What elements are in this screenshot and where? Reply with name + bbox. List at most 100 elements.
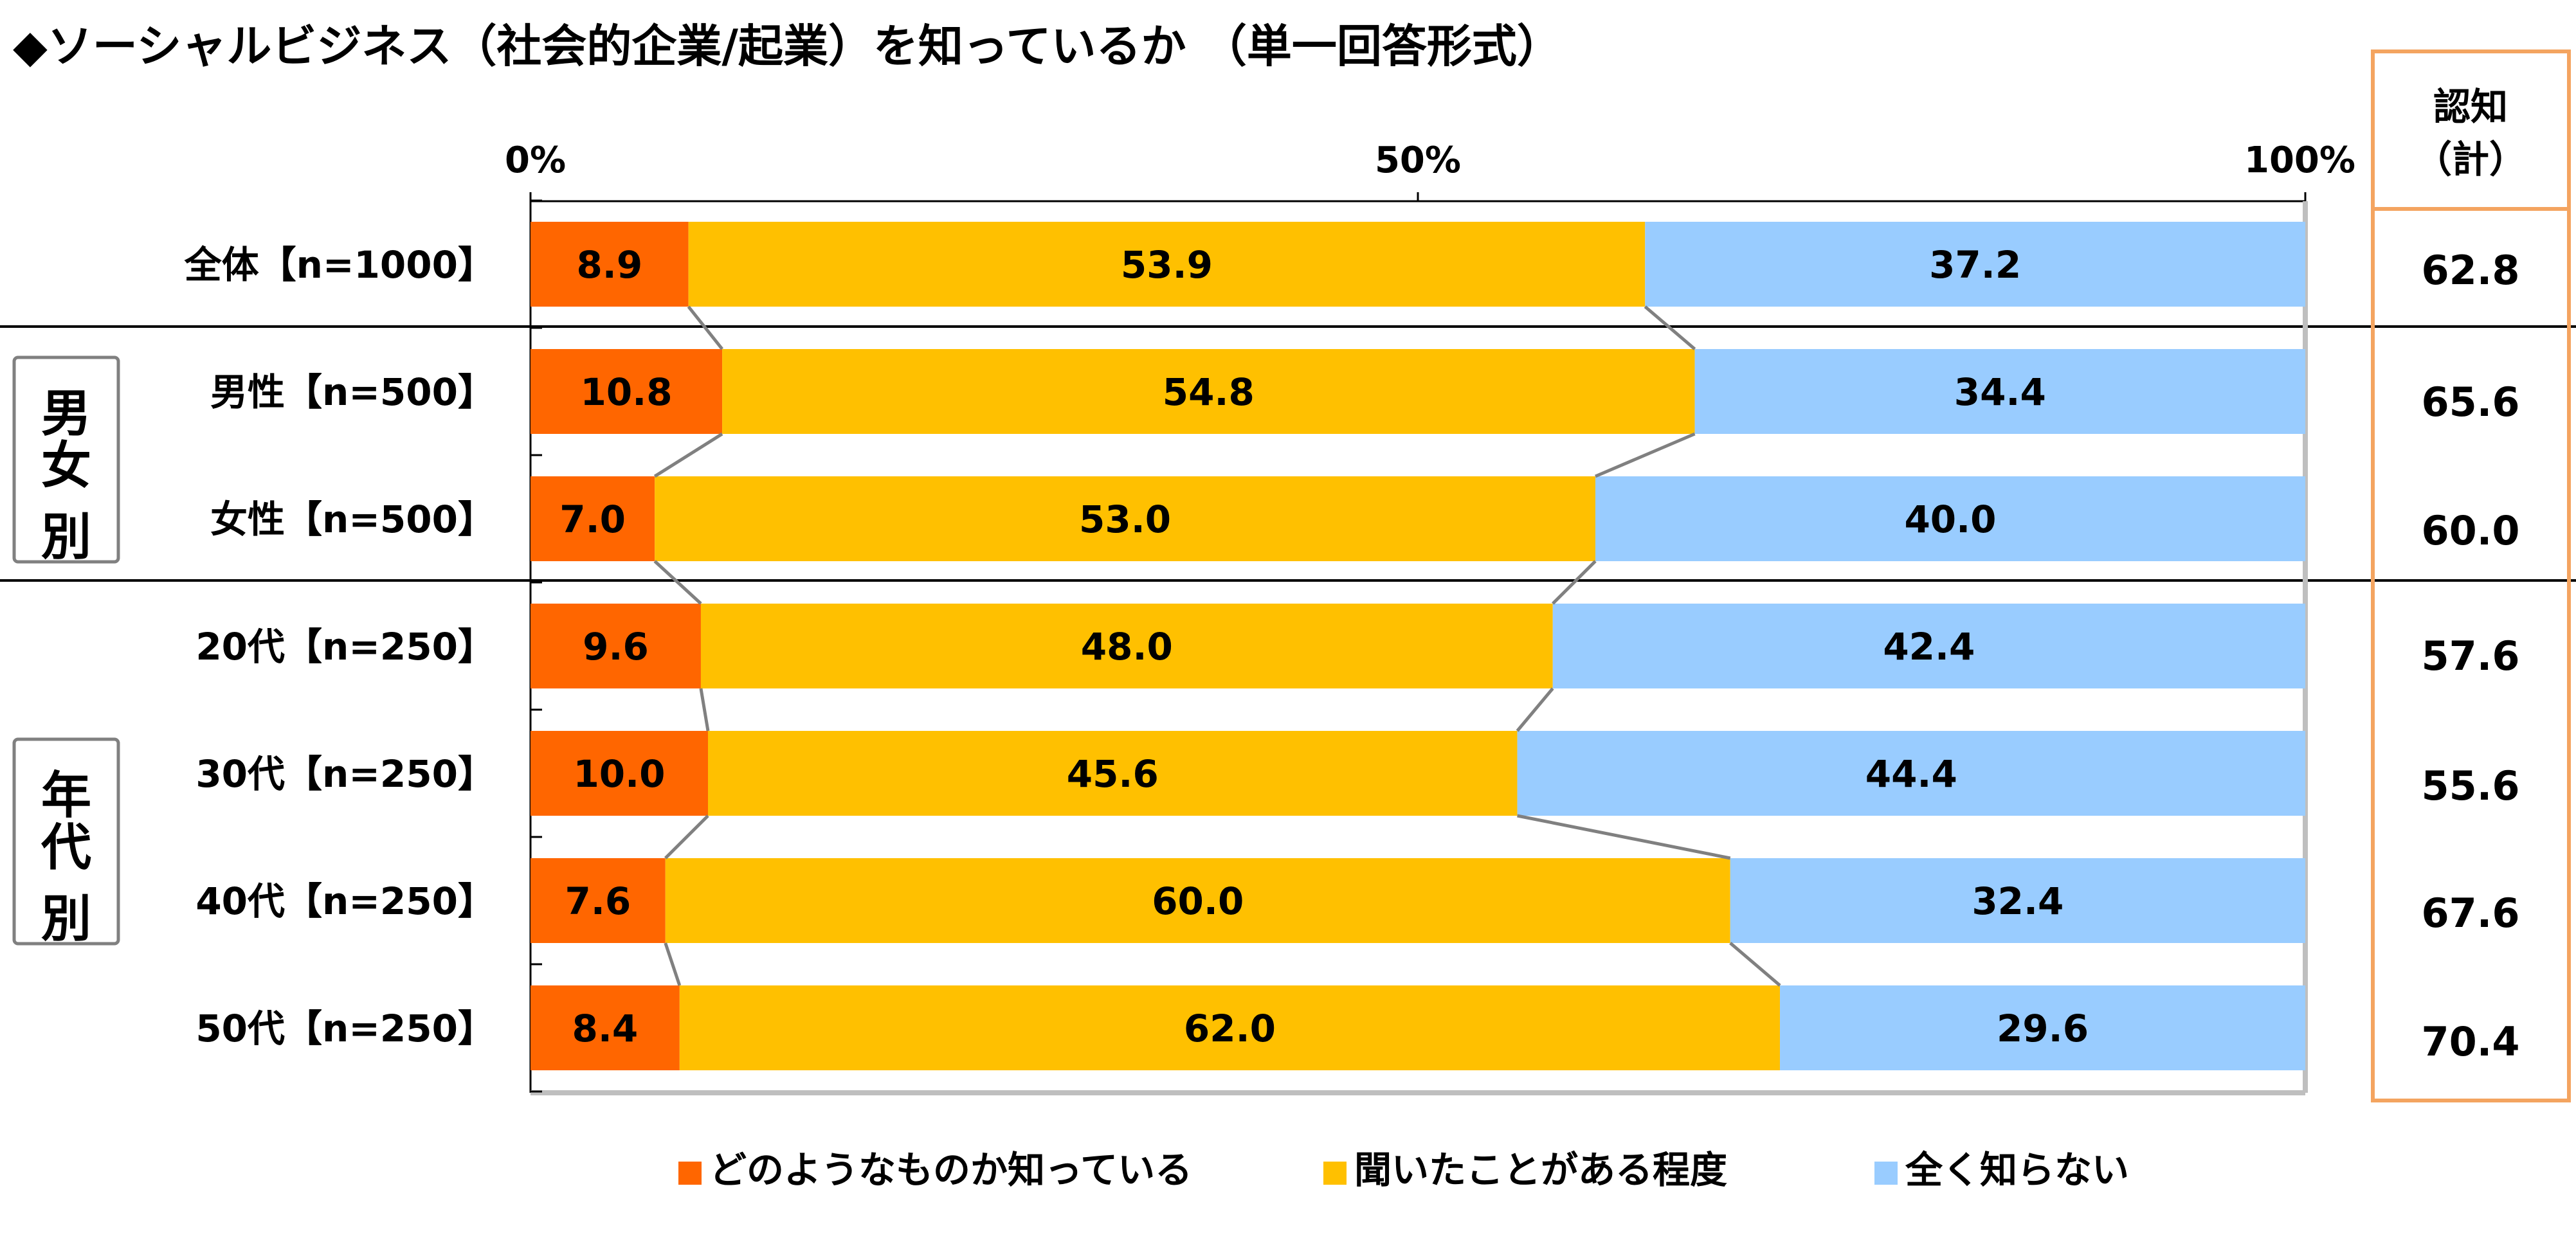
series-connector-line [664, 942, 682, 986]
total-column: 認知 （計） 62.8 65.6 60.0 57.6 55.6 67.6 70.4 [2371, 49, 2571, 1102]
category-label: 50代【n=250】 [195, 1007, 495, 1050]
legend-item-not-know: 全く知らない [1874, 1144, 2129, 1196]
bar-know-well [531, 604, 701, 688]
series-connector-line [1516, 687, 1554, 732]
data-label-not-know: 34.4 [1954, 370, 2046, 414]
category-label: 40代【n=250】 [195, 879, 495, 923]
series-connector-line [699, 688, 710, 732]
category-label: 30代【n=250】 [195, 752, 495, 796]
bar-not-know [1780, 985, 2305, 1070]
series-connector-line [1517, 814, 1731, 860]
x-tick-labels: 0% 50% 100% [505, 139, 2355, 181]
bar-segments [531, 222, 2305, 1070]
x-tick-label: 50% [1375, 139, 1461, 181]
bar-know-well [531, 349, 723, 434]
legend-item-heard: 聞いたことがある程度 [1323, 1144, 1727, 1196]
total-value: 57.6 [2422, 633, 2520, 679]
data-label-not-know: 42.4 [1883, 625, 1975, 669]
data-labels: 8.9 53.9 37.2 10.8 54.8 34.4 7.0 53.0 40.0 9.6 48.… [559, 243, 2089, 1050]
total-value: 60.0 [2422, 507, 2520, 554]
data-label-know-well: 9.6 [583, 625, 649, 669]
legend-swatch-heard [1323, 1162, 1347, 1185]
data-label-know-well: 10.0 [573, 752, 665, 796]
bar-heard [722, 349, 1695, 434]
bar-not-know [1694, 349, 2305, 434]
chart-title: ◆ソーシャルビジネス（社会的企業/起業）を知っているか （単一回答形式） [13, 20, 1562, 73]
bar-heard [700, 604, 1553, 688]
category-label: 20代【n=250】 [195, 625, 495, 669]
legend-swatch-know-well [678, 1162, 702, 1185]
group-label-char: 男 [41, 385, 91, 443]
group-label-char: 年 [41, 767, 91, 825]
data-label-not-know: 32.4 [1972, 879, 2064, 923]
group-label-char: 女 [41, 437, 91, 495]
data-label-not-know: 44.4 [1865, 752, 1957, 796]
legend-label-heard: 聞いたことがある程度 [1354, 1148, 1728, 1192]
series-connector-line [653, 560, 702, 605]
series-connector-line [1644, 305, 1696, 350]
group-label-char: 別 [41, 890, 91, 948]
legend-label-not-know: 全く知らない [1905, 1148, 2130, 1192]
bar-know-well [531, 476, 655, 561]
category-label: 女性【n=500】 [210, 498, 495, 541]
series-connectors [653, 305, 1781, 987]
data-label-not-know: 37.2 [1929, 243, 2021, 287]
bar-not-know [1645, 222, 2305, 307]
bar-heard [688, 222, 1646, 307]
bar-heard [708, 731, 1518, 816]
bar-not-know [1517, 731, 2305, 816]
bar-know-well [531, 222, 689, 307]
x-tick-label: 0% [505, 139, 566, 181]
category-label: 全体【n=1000】 [184, 243, 495, 287]
series-connector-line [1595, 432, 1696, 478]
data-label-know-well: 8.4 [572, 1007, 639, 1050]
data-label-know-well: 8.9 [576, 243, 642, 287]
data-label-heard: 53.9 [1121, 243, 1213, 287]
group-dividers [0, 325, 2576, 582]
total-header-line1: 認知 [2433, 85, 2508, 129]
total-value: 67.6 [2422, 890, 2520, 937]
category-label: 男性【n=500】 [210, 370, 495, 414]
total-column-box [2371, 49, 2571, 1102]
category-labels: 全体【n=1000】男性【n=500】女性【n=500】 20代【n=250】 30… [184, 243, 495, 1050]
series-connector-line [1729, 942, 1781, 987]
data-label-not-know: 29.6 [1997, 1007, 2089, 1050]
data-label-heard: 54.8 [1163, 370, 1255, 414]
legend-item-know-well: どのようなものか知っている [678, 1144, 1192, 1196]
bar-heard [665, 858, 1730, 943]
bar-not-know [1595, 476, 2305, 561]
group-label-char: 代 [41, 819, 91, 877]
series-connector-line [664, 814, 709, 859]
data-label-heard: 45.6 [1067, 752, 1159, 796]
data-label-know-well: 7.6 [565, 879, 631, 923]
bar-not-know [1730, 858, 2305, 943]
data-label-not-know: 40.0 [1904, 498, 1996, 541]
bar-heard [655, 476, 1596, 561]
series-connector-line [687, 305, 724, 350]
group-label-char: 別 [41, 508, 91, 566]
total-value: 65.6 [2422, 379, 2520, 426]
bar-know-well [531, 985, 680, 1070]
bar-not-know [1552, 604, 2305, 688]
bar-know-well [531, 731, 708, 816]
total-value: 55.6 [2422, 762, 2520, 809]
data-label-heard: 48.0 [1081, 625, 1173, 669]
legend-label-know-well: どのようなものか知っている [709, 1148, 1193, 1192]
data-label-know-well: 7.0 [559, 498, 626, 541]
group-box [12, 355, 120, 564]
series-connector-line [1551, 560, 1597, 605]
bar-heard [679, 985, 1781, 1070]
data-label-heard: 62.0 [1184, 1007, 1276, 1050]
bar-know-well [531, 858, 666, 943]
total-header-line2: （計） [2415, 138, 2526, 181]
series-connector-line [653, 432, 723, 478]
legend-swatch-not-know [1874, 1162, 1898, 1185]
total-value: 62.8 [2422, 247, 2520, 294]
group-box [12, 737, 120, 946]
data-label-heard: 53.0 [1079, 498, 1171, 541]
total-value: 70.4 [2422, 1018, 2520, 1065]
data-label-heard: 60.0 [1152, 879, 1244, 923]
